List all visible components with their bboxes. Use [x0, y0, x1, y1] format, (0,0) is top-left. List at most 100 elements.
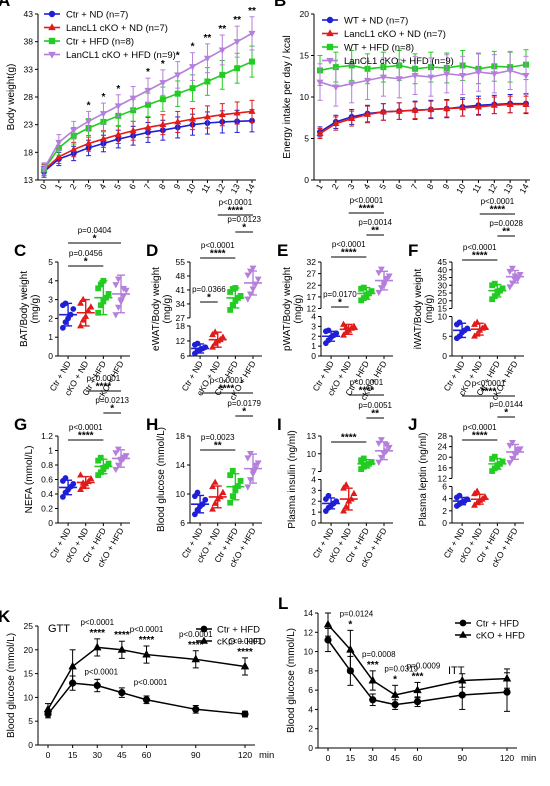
data-point — [211, 499, 219, 506]
x-tick-label: 9 — [440, 182, 451, 191]
data-point — [79, 479, 87, 486]
annotation-pvalue: p<0.0001 — [84, 667, 118, 676]
y-tick-label: 43 — [24, 9, 34, 19]
y-tick-label: 7 — [311, 467, 316, 477]
y-tick-label: 27 — [176, 313, 186, 323]
data-point — [368, 459, 375, 465]
data-point — [248, 58, 255, 65]
y-axis-label-line: (mg/g) — [424, 295, 435, 324]
data-point — [379, 107, 387, 115]
x-tick-label: 0 — [46, 750, 51, 760]
data-point — [254, 276, 262, 283]
data-point — [142, 649, 151, 658]
data-point — [363, 291, 370, 298]
y-tick-label: 2 — [308, 724, 313, 734]
data-point — [332, 84, 340, 91]
x-tick-label: 14 — [517, 182, 531, 195]
y-tick-label: 33 — [24, 64, 34, 74]
data-point — [233, 109, 241, 116]
data-point — [395, 107, 403, 114]
annotation-pvalue: p<0.0001 — [130, 625, 164, 634]
y-tick-label: 32 — [307, 257, 317, 267]
bracket-stars: **** — [359, 204, 375, 215]
data-point — [203, 112, 211, 120]
data-point — [511, 450, 519, 458]
y-tick-label: 2 — [48, 313, 53, 323]
y-tick-label: 45 — [438, 257, 448, 267]
bracket-stars: **** — [78, 431, 94, 442]
y-tick-label: 24 — [438, 442, 448, 452]
data-point — [232, 485, 239, 492]
significance-brackets: *p=0.0170****p<0.0001**p=0.0014****p<0.0… — [323, 196, 392, 309]
data-point — [194, 489, 201, 496]
data-point — [360, 455, 367, 462]
x-tick-label: 8 — [425, 182, 436, 191]
y-axis-label: Blood glucose (mmol/L) — [6, 633, 17, 738]
panel-letter: E — [277, 241, 288, 260]
data-point — [100, 277, 107, 284]
data-point — [347, 495, 355, 502]
data-point — [473, 487, 481, 494]
data-point — [216, 493, 224, 500]
bracket-stars: **** — [96, 382, 112, 393]
legend-marker — [48, 37, 56, 45]
data-point — [233, 39, 241, 46]
significance-stars: ** — [218, 24, 226, 35]
data-point — [340, 331, 347, 338]
data-point — [456, 319, 463, 326]
y-tick-label: 12 — [307, 304, 317, 314]
data-point — [464, 496, 471, 503]
data-point — [114, 130, 122, 138]
y-tick-label: 2 — [442, 506, 447, 516]
data-point — [62, 475, 69, 481]
data-point — [70, 480, 77, 487]
y-tick-label: 10 — [176, 489, 186, 499]
y-tick-label: 30 — [438, 280, 448, 290]
y-tick-label: 10 — [307, 449, 317, 459]
y-tick-label: 4 — [442, 494, 447, 504]
data-point — [174, 90, 181, 97]
data-point — [459, 72, 467, 80]
data-point — [85, 118, 93, 126]
data-point — [506, 442, 514, 450]
x-tick-label: 2 — [67, 182, 78, 191]
legend-marker — [48, 23, 56, 31]
data-point — [252, 281, 260, 288]
data-point — [249, 286, 257, 293]
data-point — [360, 284, 367, 291]
data-point — [494, 288, 501, 295]
data-point — [456, 492, 463, 499]
significance-brackets: ****p<0.0001**p=0.0028****p<0.0001 — [462, 197, 524, 262]
bracket-stars: **** — [490, 205, 506, 216]
y-tick-label: 20 — [438, 452, 448, 462]
x-tick-label: 1 — [53, 182, 64, 191]
x-tick-label: 30 — [368, 753, 378, 763]
y-tick-label: 0.4 — [41, 489, 53, 499]
y-tick-label: 0 — [442, 518, 447, 528]
legend-entry: Ctr + HFD — [476, 619, 519, 630]
y-axis-label: iWAT/Body weight(mg/g) — [413, 268, 435, 349]
legend: WT + ND (n=7) LancL1 cKO + ND (n=7) WT + H… — [322, 16, 454, 67]
x-tick-label: 15 — [68, 750, 78, 760]
annotation-stars: **** — [237, 647, 253, 658]
y-tick-label: 4 — [308, 704, 313, 714]
data-point — [67, 311, 74, 318]
y-axis-label: Blood glucose (mmol/L) — [286, 628, 297, 733]
y-tick-label: 6 — [180, 518, 185, 528]
data-point — [458, 691, 466, 699]
legend-entry: LanCL1 cKO + HFD (n=9) — [344, 56, 454, 67]
data-point — [68, 661, 77, 670]
annotation-stars: **** — [139, 635, 155, 646]
significance-brackets: *p=0.0366****p<0.0001*p=0.0123****p<0.00… — [192, 198, 261, 304]
data-point — [70, 127, 78, 135]
data-point — [249, 468, 257, 475]
x-tick-label: 0 — [326, 753, 331, 763]
data-point — [508, 439, 516, 447]
data-point — [522, 100, 530, 107]
data-point — [375, 289, 383, 297]
bracket-stars: **** — [219, 384, 235, 395]
data-point — [348, 81, 356, 88]
